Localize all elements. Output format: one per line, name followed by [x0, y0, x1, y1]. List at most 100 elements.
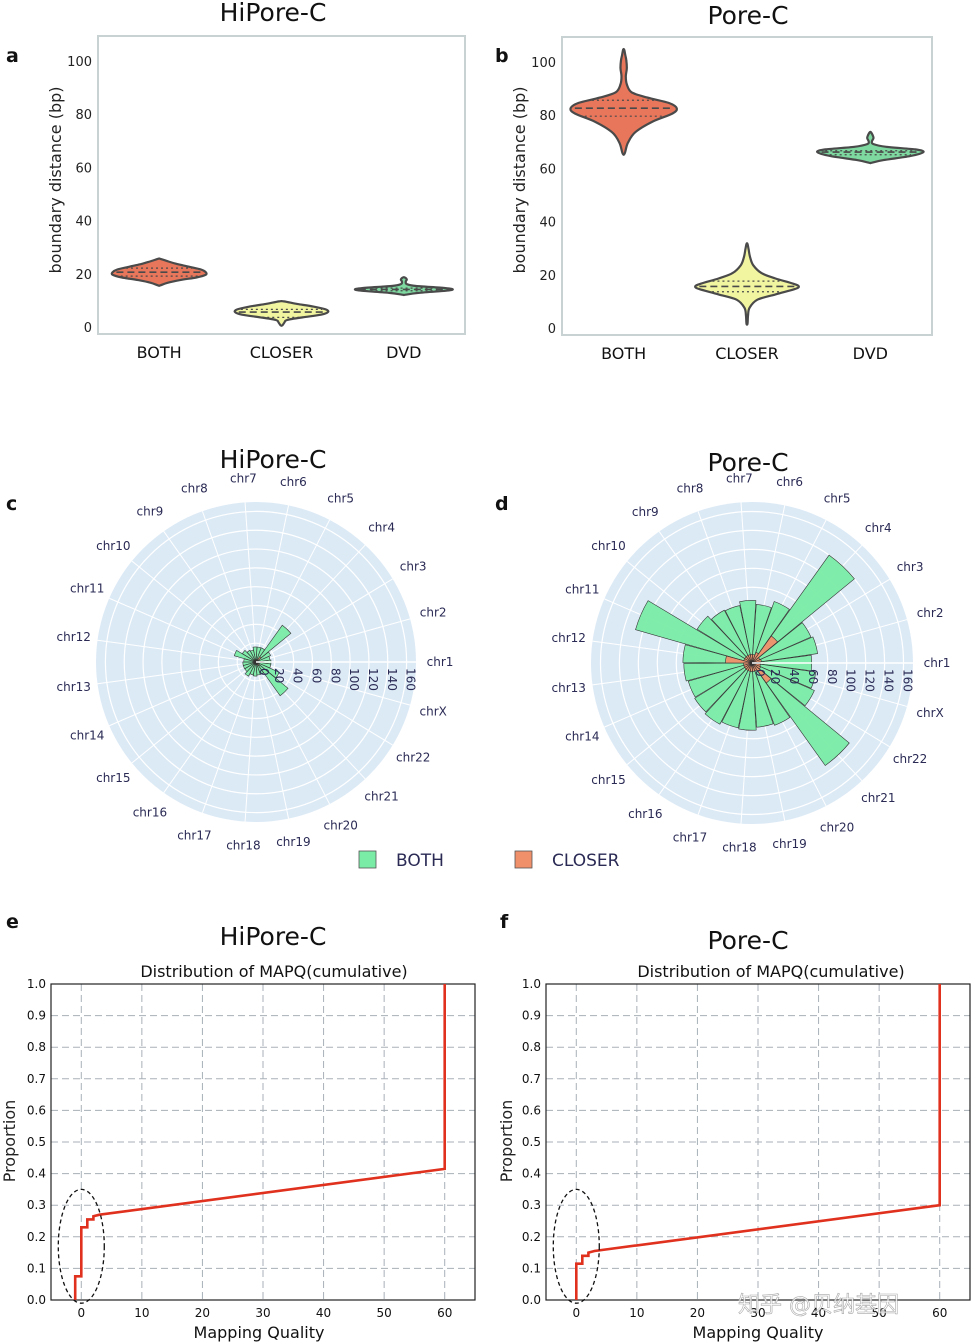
panel-d-label-chr14: chr14 — [565, 730, 599, 744]
panel-a-ytick-0: 0 — [84, 321, 92, 336]
panel-b-xtick-0: BOTH — [601, 344, 646, 363]
panel-d-bar-both-chr3 — [751, 622, 812, 664]
panel-d-label-chr20: chr20 — [820, 820, 854, 834]
panel-c-rtick-0: 0 — [257, 668, 271, 676]
panel-a-xtick-2: DVD — [386, 343, 421, 362]
panel-f-ytick-6: 0.6 — [522, 1103, 541, 1117]
panel-d-bar-both-chr8 — [724, 605, 753, 664]
panel-d-label-chr19: chr19 — [772, 837, 806, 851]
panel-d-rtick-2: 40 — [787, 669, 801, 684]
panel-d-rtick-6: 120 — [863, 669, 877, 692]
panel-a-ytick-3: 60 — [75, 161, 92, 176]
panel-c-label-chr11: chr11 — [70, 582, 104, 596]
panel-d-label-chr3: chr3 — [897, 560, 924, 574]
panel-c-spoke-8 — [163, 530, 257, 663]
legend-label-closer: CLOSER — [552, 851, 620, 871]
panel-b-ytick-5: 100 — [531, 56, 556, 71]
panel-d-bar-both-chr19 — [751, 662, 774, 728]
panel-c-spoke-5 — [255, 505, 290, 663]
panel-d-bar-closer-chr5 — [751, 651, 759, 664]
panel-c-label-chr6: chr6 — [280, 475, 307, 489]
panel-d-bar-both-chr22 — [751, 662, 815, 707]
panel-c-title: HiPore-C — [220, 445, 327, 474]
panel-d-rtick-8: 160 — [901, 669, 915, 692]
panel-e-highlight-ellipse — [57, 1188, 105, 1304]
panel-d-label-chr11: chr11 — [565, 582, 599, 596]
panel-c-label-chr4: chr4 — [368, 521, 395, 535]
panel-c-label-chr1: chr1 — [427, 655, 454, 669]
panel-f-xtick-5: 50 — [872, 1306, 887, 1320]
panel-e-ytick-2: 0.2 — [27, 1230, 46, 1244]
panel-c-spoke-15 — [163, 661, 257, 794]
panel-c-rtick-6: 120 — [366, 668, 380, 691]
panel-c-label-chr22: chr22 — [396, 751, 430, 765]
panel-d-bar-both-chr2 — [751, 636, 818, 664]
panel-b-violin-closer — [694, 242, 800, 326]
panel-c-label-chr5: chr5 — [327, 492, 354, 506]
panel-d-bar-closer-chr21 — [751, 662, 772, 684]
panel-f-xtick-1: 10 — [629, 1306, 644, 1320]
panel-a-violin-dvd — [353, 276, 454, 297]
panel-c-spoke-7 — [201, 511, 257, 663]
panel-d-bar-closer-chr12 — [725, 655, 753, 664]
panel-d-title: Pore-C — [707, 448, 788, 477]
panel-f-xtick-2: 20 — [690, 1306, 705, 1320]
panel-b-xtick-2: DVD — [853, 344, 888, 363]
panel-c-spoke-6 — [244, 502, 257, 663]
panel-d-rtick-5: 100 — [844, 669, 858, 692]
panel-d-bar-both-chr11 — [635, 600, 753, 664]
panel-e-title: HiPore-C — [220, 922, 327, 951]
panel-e-ytick-1: 0.1 — [27, 1261, 46, 1275]
panel-d-bar-both-chr16 — [704, 662, 753, 725]
panel-b-xtick-1: CLOSER — [715, 344, 779, 363]
panel-b-violin-both — [569, 47, 678, 156]
panel-letter-b: b — [495, 45, 509, 67]
panel-e-ylabel: Proportion — [0, 1100, 19, 1183]
panel-f-ylabel: Proportion — [497, 1100, 516, 1183]
panel-d-rtick-4: 80 — [825, 669, 839, 684]
panel-e-xtick-6: 60 — [437, 1306, 452, 1320]
panel-d-bar-both-chr15 — [694, 662, 753, 713]
panel-e-xtick-3: 30 — [255, 1306, 270, 1320]
panel-e-xtick-1: 10 — [134, 1306, 149, 1320]
cdf-panel-e: HiPore-C Distribution of MAPQ(cumulative… — [0, 922, 476, 1342]
panel-c-spoke-4 — [255, 519, 331, 663]
panel-b-ylabel: boundary distance (bp) — [510, 87, 529, 274]
panel-d-bar-both-chr20 — [751, 662, 791, 726]
panel-c-spoke-18 — [255, 661, 290, 819]
panel-a-frame — [97, 35, 466, 335]
panel-c-spoke-19 — [255, 661, 331, 805]
panel-c-spoke-16 — [201, 661, 257, 813]
panel-b-ytick-0: 0 — [548, 322, 556, 337]
panel-f-frame — [545, 983, 971, 1301]
panel-f-highlight-ellipse — [552, 1188, 600, 1304]
panel-c-spoke-13 — [109, 661, 257, 727]
panel-b-ytick-4: 80 — [539, 109, 556, 124]
panel-d-rtick-3: 60 — [806, 669, 820, 684]
panel-f-xtick-3: 30 — [750, 1306, 765, 1320]
panel-f-title: Pore-C — [707, 926, 788, 955]
violin-panel-a: HiPore-C boundary distance (bp) 0 20 40 60 8… — [46, 0, 466, 362]
panel-c-spoke-9 — [131, 560, 257, 663]
panel-d-bar-both-chr14 — [687, 662, 753, 698]
panel-c-spoke-14 — [131, 661, 257, 764]
panel-d-rtick-1: 20 — [768, 669, 782, 684]
panel-a-ytick-2: 40 — [75, 215, 92, 230]
legend-swatch-closer — [514, 850, 533, 869]
panel-d-label-chr22: chr22 — [893, 752, 927, 766]
panel-f-ytick-10: 1.0 — [522, 977, 541, 991]
panel-e-ytick-3: 0.3 — [27, 1198, 46, 1212]
panel-e-cdf-line — [73, 984, 446, 1300]
panel-a-ylabel: boundary distance (bp) — [46, 87, 65, 274]
panel-c-label-chr2: chr2 — [420, 605, 447, 619]
panel-d-bar-both-chr10 — [696, 615, 753, 664]
panel-b-title: Pore-C — [707, 1, 788, 30]
panel-e-ytick-9: 0.9 — [27, 1009, 46, 1023]
panel-letter-d: d — [495, 493, 509, 515]
panel-c-rtick-8: 160 — [404, 668, 418, 691]
panel-d-bar-both-chr18 — [738, 662, 757, 731]
panel-e-xtick-5: 50 — [377, 1306, 392, 1320]
panel-e-ytick-8: 0.8 — [27, 1040, 46, 1054]
legend-label-both: BOTH — [396, 851, 444, 871]
